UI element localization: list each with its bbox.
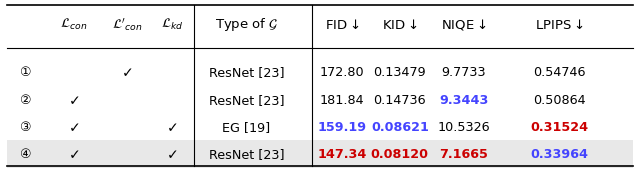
Text: FID$\downarrow$: FID$\downarrow$ <box>325 18 360 32</box>
Text: EG [19]: EG [19] <box>223 121 271 134</box>
Text: ResNet [23]: ResNet [23] <box>209 66 284 79</box>
Text: $\mathcal{L}_{kd}$: $\mathcal{L}_{kd}$ <box>161 17 183 33</box>
Text: $\checkmark$: $\checkmark$ <box>68 93 80 107</box>
Text: NIQE$\downarrow$: NIQE$\downarrow$ <box>441 17 486 32</box>
Text: 147.34: 147.34 <box>317 148 367 161</box>
Text: 9.3443: 9.3443 <box>439 94 488 107</box>
Text: KID$\downarrow$: KID$\downarrow$ <box>382 18 418 32</box>
Text: 0.50864: 0.50864 <box>533 94 586 107</box>
Text: $\checkmark$: $\checkmark$ <box>122 66 133 79</box>
Text: 0.14736: 0.14736 <box>374 94 426 107</box>
Text: ④: ④ <box>19 148 31 161</box>
Text: ①: ① <box>19 66 31 79</box>
Text: 0.31524: 0.31524 <box>531 121 589 134</box>
Text: $\checkmark$: $\checkmark$ <box>166 147 177 161</box>
Text: 0.08621: 0.08621 <box>371 121 429 134</box>
Text: 0.13479: 0.13479 <box>374 66 426 79</box>
Text: 0.08120: 0.08120 <box>371 148 429 161</box>
Text: 159.19: 159.19 <box>318 121 367 134</box>
Text: LPIPS$\downarrow$: LPIPS$\downarrow$ <box>535 18 584 32</box>
Text: Type of $\mathcal{G}$: Type of $\mathcal{G}$ <box>215 16 278 33</box>
Text: 0.54746: 0.54746 <box>533 66 586 79</box>
Text: $\mathcal{L}'_{con}$: $\mathcal{L}'_{con}$ <box>112 17 142 33</box>
Text: ResNet [23]: ResNet [23] <box>209 148 284 161</box>
Text: ②: ② <box>19 94 31 107</box>
Text: 10.5326: 10.5326 <box>437 121 490 134</box>
Text: 9.7733: 9.7733 <box>442 66 486 79</box>
Text: ③: ③ <box>19 121 31 134</box>
Text: $\checkmark$: $\checkmark$ <box>68 120 80 134</box>
Text: 181.84: 181.84 <box>320 94 365 107</box>
Text: $\checkmark$: $\checkmark$ <box>166 120 177 134</box>
Text: 7.1665: 7.1665 <box>439 148 488 161</box>
Text: $\checkmark$: $\checkmark$ <box>68 147 80 161</box>
FancyBboxPatch shape <box>7 140 633 168</box>
Text: $\mathcal{L}_{con}$: $\mathcal{L}_{con}$ <box>60 17 88 33</box>
Text: 0.33964: 0.33964 <box>531 148 588 161</box>
Text: 172.80: 172.80 <box>320 66 365 79</box>
Text: ResNet [23]: ResNet [23] <box>209 94 284 107</box>
